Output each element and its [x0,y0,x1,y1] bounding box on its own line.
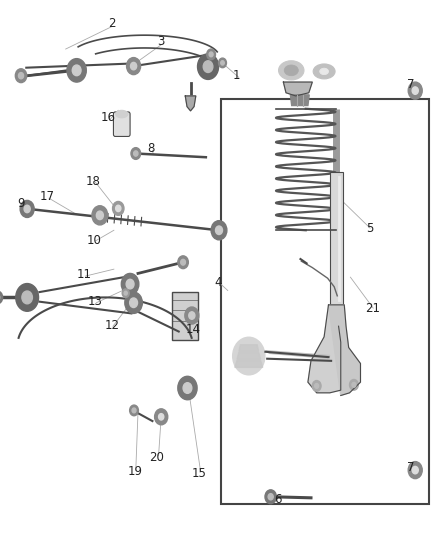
Text: 4: 4 [214,276,222,289]
Text: 7: 7 [407,78,415,91]
Ellipse shape [127,58,141,75]
Ellipse shape [121,273,139,295]
Ellipse shape [412,87,418,94]
Ellipse shape [113,201,124,215]
Ellipse shape [312,381,321,391]
FancyBboxPatch shape [113,112,130,136]
Text: 13: 13 [88,295,103,308]
Ellipse shape [131,62,137,70]
Text: 7: 7 [407,462,415,474]
Ellipse shape [209,52,213,57]
Ellipse shape [126,279,134,289]
Polygon shape [185,96,196,111]
Ellipse shape [24,205,30,213]
Ellipse shape [20,200,34,217]
Ellipse shape [155,409,168,425]
Ellipse shape [178,376,197,400]
Text: 9: 9 [17,197,25,210]
Ellipse shape [198,54,219,79]
Ellipse shape [131,148,141,159]
Polygon shape [290,95,309,106]
Ellipse shape [130,298,138,308]
Ellipse shape [92,206,108,225]
Ellipse shape [159,414,164,420]
Ellipse shape [122,289,129,297]
Text: 10: 10 [87,235,102,247]
Ellipse shape [221,61,224,65]
Text: 2: 2 [108,18,116,30]
Ellipse shape [215,226,223,235]
Ellipse shape [189,312,195,319]
Text: 5: 5 [367,222,374,235]
Text: 8: 8 [148,142,155,155]
Text: 3: 3 [158,35,165,48]
Ellipse shape [408,462,422,479]
Ellipse shape [313,64,335,79]
Ellipse shape [96,211,103,220]
Text: 12: 12 [104,319,119,332]
Ellipse shape [408,82,422,99]
Ellipse shape [352,383,356,387]
Polygon shape [328,305,360,395]
Polygon shape [283,82,312,96]
Text: 1: 1 [233,69,240,82]
Ellipse shape [72,65,81,76]
Ellipse shape [15,69,27,83]
Ellipse shape [203,61,213,72]
Text: 21: 21 [365,302,380,314]
Ellipse shape [116,110,128,118]
Ellipse shape [185,307,199,324]
Text: 16: 16 [101,111,116,124]
Polygon shape [237,353,261,359]
Ellipse shape [211,221,227,240]
Ellipse shape [22,291,32,304]
Text: 6: 6 [274,494,282,506]
Ellipse shape [233,337,265,375]
Ellipse shape [125,292,142,313]
Ellipse shape [132,408,136,413]
Ellipse shape [178,256,188,269]
Text: 18: 18 [85,175,100,188]
Ellipse shape [124,291,127,295]
Ellipse shape [181,260,185,265]
Ellipse shape [0,291,3,304]
Text: 14: 14 [186,323,201,336]
Polygon shape [308,305,341,393]
Text: 11: 11 [77,268,92,281]
Ellipse shape [265,490,276,504]
Bar [172,292,198,340]
Text: 15: 15 [192,467,207,480]
Ellipse shape [116,205,121,212]
Ellipse shape [219,58,226,68]
Ellipse shape [279,61,304,80]
Ellipse shape [320,68,328,75]
Bar [330,172,343,305]
Bar [221,99,429,504]
Ellipse shape [314,384,318,388]
Ellipse shape [67,59,86,82]
Text: 17: 17 [40,190,55,203]
Ellipse shape [268,494,273,500]
Ellipse shape [284,65,298,76]
Ellipse shape [130,405,138,416]
Text: 20: 20 [149,451,164,464]
Ellipse shape [18,72,24,79]
Polygon shape [239,345,258,351]
Ellipse shape [412,466,418,474]
Ellipse shape [16,284,39,311]
Ellipse shape [183,383,192,393]
Ellipse shape [207,49,215,60]
Polygon shape [265,351,330,358]
Polygon shape [235,361,263,367]
Ellipse shape [350,379,358,390]
Ellipse shape [134,151,138,156]
Text: 19: 19 [127,465,142,478]
